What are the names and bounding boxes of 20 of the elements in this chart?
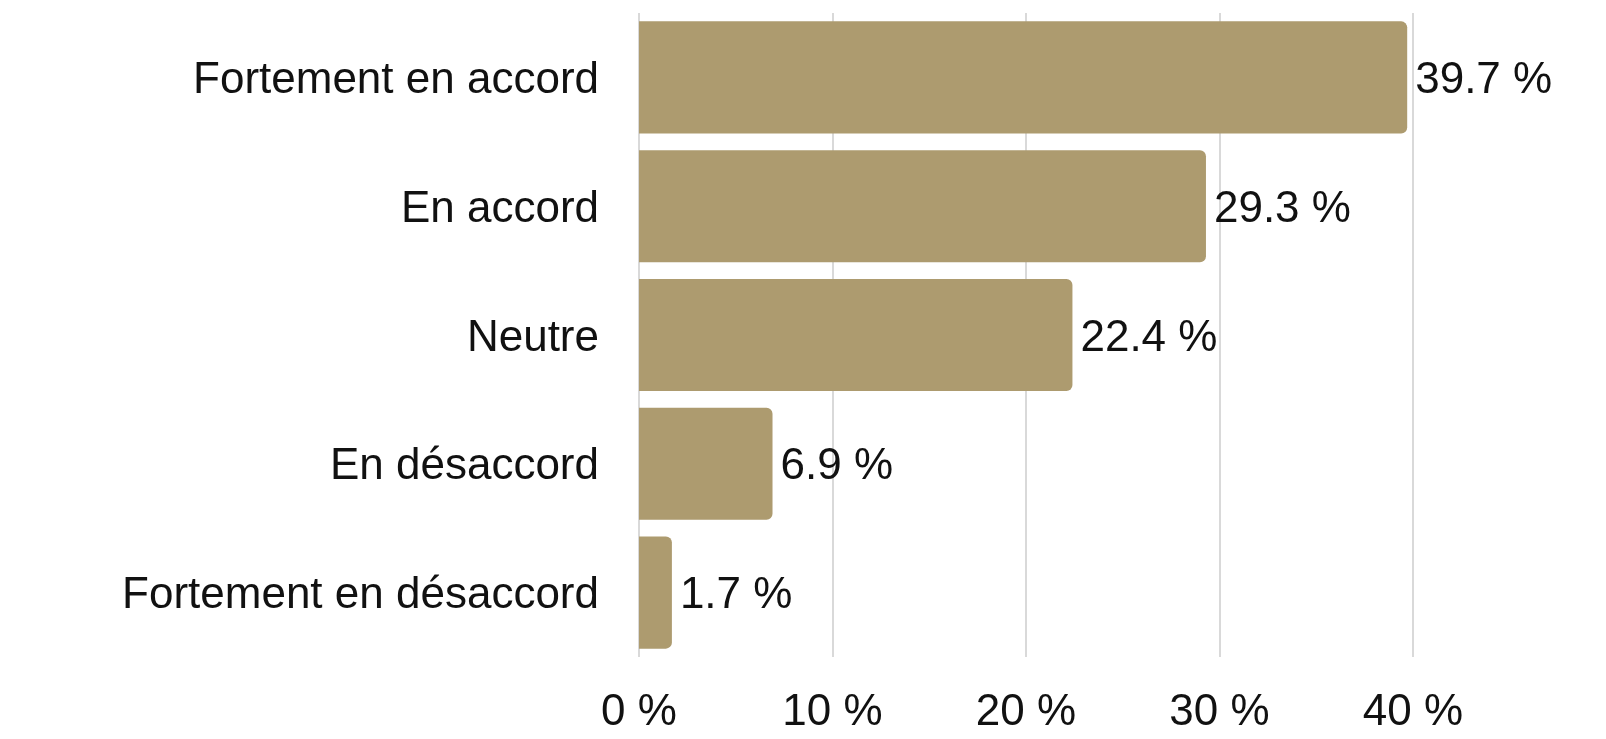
bar <box>639 150 1206 263</box>
y-tick-label: En désaccord <box>329 439 599 489</box>
x-tick-label: 10 % <box>782 684 883 734</box>
x-tick-label: 40 % <box>1362 684 1464 734</box>
bar <box>639 407 773 520</box>
x-tick-label: 0 % <box>601 684 677 734</box>
y-tick-label: Fortement en accord <box>193 52 599 102</box>
y-tick-label: Fortement en désaccord <box>122 568 599 618</box>
x-tick-label: 20 % <box>975 684 1077 734</box>
x-tick-label: 30 % <box>1169 684 1270 734</box>
data-label: 1.7 % <box>679 568 793 618</box>
bar <box>639 536 672 649</box>
data-label: 22.4 % <box>1080 310 1218 360</box>
data-label: 29.3 % <box>1213 181 1351 231</box>
data-label: 39.7 % <box>1415 52 1553 102</box>
bar <box>639 21 1408 134</box>
bar <box>639 278 1073 392</box>
y-tick-label: Neutre <box>466 310 599 360</box>
data-label: 6.9 % <box>780 439 894 489</box>
y-tick-label: En accord <box>400 181 599 231</box>
